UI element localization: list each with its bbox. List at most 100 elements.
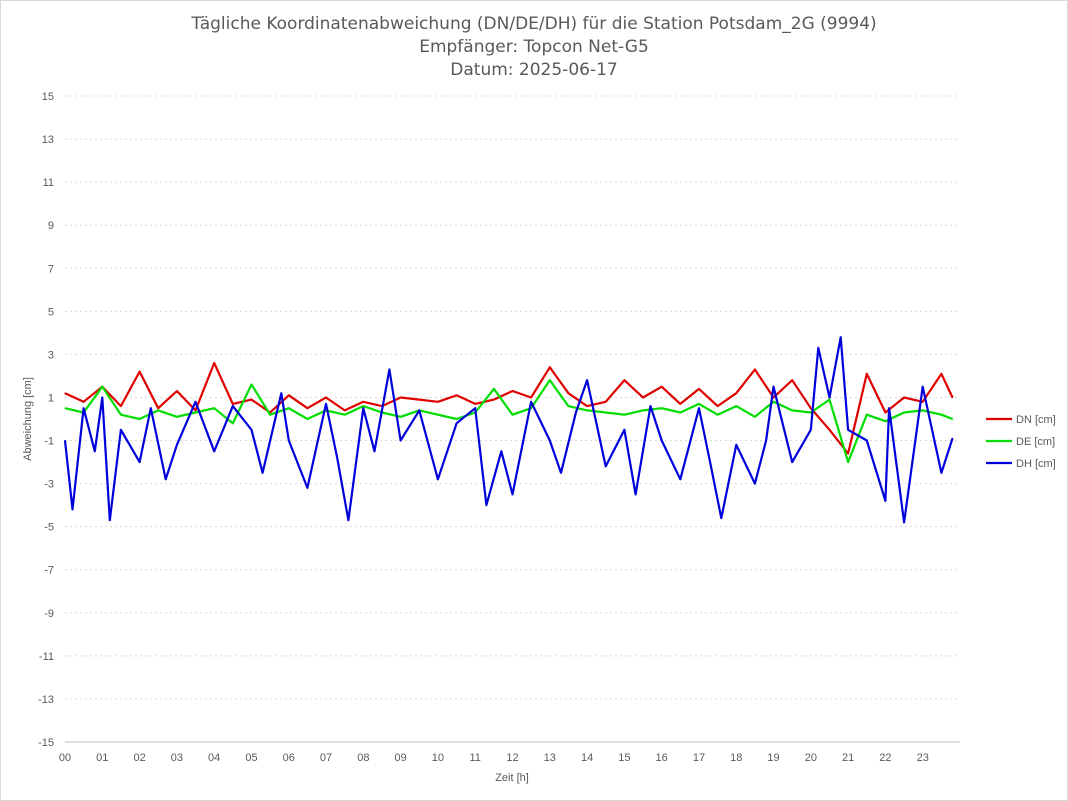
data-point-dh	[623, 429, 626, 431]
x-tick-label: 08	[357, 752, 369, 764]
data-point-dh	[765, 439, 767, 442]
data-point-dn	[754, 368, 756, 371]
data-point-dn	[698, 388, 700, 390]
data-point-de	[735, 405, 737, 407]
data-point-dh	[250, 429, 253, 431]
data-point-de	[698, 403, 700, 405]
y-tick-label: 1	[48, 392, 54, 404]
data-point-dh	[109, 519, 111, 521]
data-point-dn	[922, 401, 924, 403]
data-point-dn	[679, 403, 681, 405]
x-tick-label: 19	[767, 752, 779, 764]
y-axis-title: Abweichung [cm]	[22, 377, 34, 461]
data-point-dh	[165, 478, 167, 480]
data-point-dn	[362, 401, 364, 403]
data-point-de	[344, 414, 346, 416]
gridlines	[65, 95, 960, 700]
x-tick-label: 20	[805, 752, 817, 764]
data-point-dn	[735, 392, 737, 394]
data-point-dn	[437, 401, 439, 403]
chart-title: Tägliche Koordinatenabweichung (DN/DE/DH…	[190, 14, 876, 80]
data-point-dh	[754, 483, 756, 485]
data-point-dn	[456, 394, 458, 396]
data-point-dh	[903, 521, 905, 524]
x-tick-label: 21	[842, 752, 854, 764]
data-point-dh	[817, 347, 819, 349]
data-point-de	[642, 409, 644, 411]
x-tick-label: 13	[544, 752, 556, 764]
data-point-dn	[232, 403, 234, 405]
data-point-de	[847, 461, 849, 463]
data-point-de	[605, 411, 607, 414]
data-point-dn	[661, 386, 663, 388]
y-tick-label: 5	[48, 306, 54, 318]
data-point-dh	[64, 439, 66, 442]
data-point-de	[951, 418, 954, 420]
data-point-dh	[586, 379, 588, 381]
x-tick-label: 18	[730, 752, 742, 764]
data-point-de	[828, 399, 831, 401]
data-point-de	[623, 414, 626, 416]
legend-label-dn: DN [cm]	[1016, 414, 1056, 426]
data-point-dn	[120, 405, 122, 407]
x-tick-label: 09	[395, 752, 407, 764]
data-point-dh	[325, 403, 327, 405]
data-point-dh	[649, 405, 652, 407]
data-point-dh	[139, 461, 141, 463]
data-point-de	[64, 407, 66, 409]
data-point-dh	[347, 519, 349, 521]
data-point-dn	[139, 371, 141, 373]
data-point-dn	[511, 390, 514, 392]
data-point-dn	[605, 401, 607, 403]
data-point-dn	[176, 390, 178, 392]
data-point-dh	[262, 472, 264, 474]
data-point-de	[250, 383, 253, 386]
y-axis-ticks: 15 13 11 9 7 5 3 1 -1 -3 -5 -7 -9 -11 -13 -15	[38, 91, 54, 749]
x-tick-label: 22	[879, 752, 891, 764]
data-point-dn	[213, 362, 215, 364]
data-point-dn	[567, 392, 570, 394]
data-point-dh	[847, 429, 849, 431]
data-point-dh	[120, 429, 122, 431]
data-point-dh	[560, 472, 562, 474]
data-point-de	[437, 414, 439, 416]
y-tick-label: -1	[44, 436, 54, 448]
y-tick-label: 7	[48, 263, 54, 275]
series-line-dh	[63, 336, 954, 524]
x-tick-label: 14	[581, 752, 593, 764]
data-point-dh	[101, 396, 103, 399]
data-point-dh	[549, 439, 551, 442]
y-tick-label: 9	[48, 220, 54, 232]
x-tick-label: 10	[432, 752, 444, 764]
data-point-dh	[575, 411, 577, 414]
data-point-dn	[866, 373, 868, 375]
data-point-dh	[635, 493, 637, 495]
legend: DN [cm] DE [cm] DH [cm]	[986, 414, 1056, 470]
x-axis-ticks: 00 01 02 03 04 05 06 07 08 09 10 11 12 13 14 15 16 17 18 19…	[59, 752, 929, 764]
data-point-dn	[493, 399, 495, 401]
y-tick-label: 15	[42, 91, 54, 103]
data-point-de	[922, 409, 924, 411]
data-point-dh	[951, 437, 954, 439]
data-point-dh	[83, 407, 85, 409]
data-point-dn	[772, 396, 775, 399]
y-tick-label: 3	[48, 349, 54, 361]
x-tick-label: 07	[320, 752, 332, 764]
legend-label-dh: DH [cm]	[1016, 458, 1056, 470]
data-point-dn	[250, 399, 253, 401]
data-point-dh	[474, 407, 476, 409]
data-point-dn	[83, 401, 85, 403]
data-point-de	[661, 407, 663, 409]
data-point-de	[232, 422, 234, 424]
data-point-dn	[791, 379, 793, 381]
data-point-de	[139, 418, 141, 420]
y-tick-label: -5	[44, 522, 54, 534]
x-axis-title: Zeit [h]	[495, 772, 529, 784]
data-point-dh	[418, 409, 420, 411]
data-point-dh	[306, 487, 308, 489]
data-point-dn	[586, 405, 588, 407]
data-point-dh	[362, 407, 364, 409]
x-tick-label: 01	[96, 752, 108, 764]
data-point-dh	[828, 396, 831, 399]
